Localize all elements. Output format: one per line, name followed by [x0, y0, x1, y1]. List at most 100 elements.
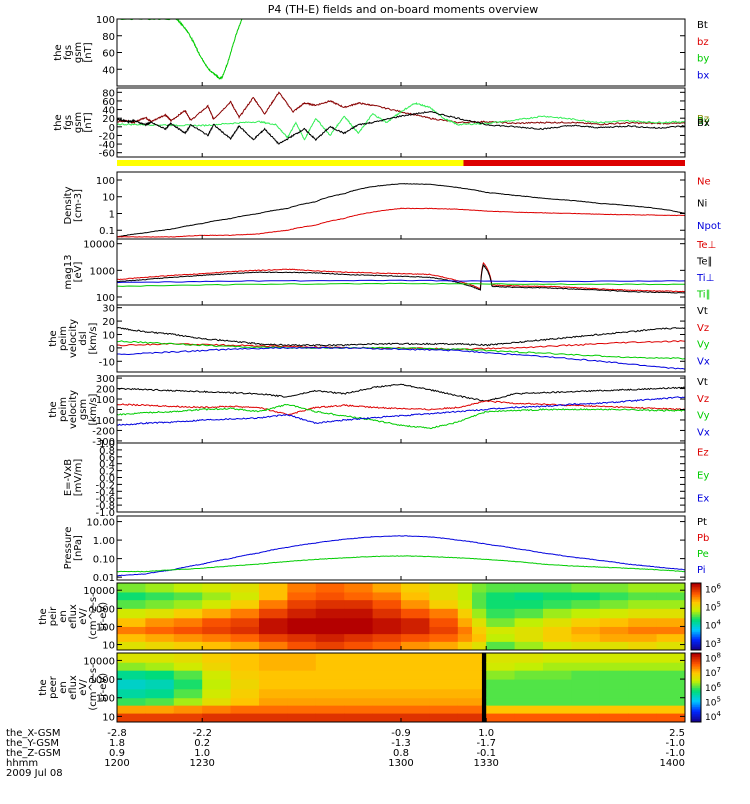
y-tick-label: 0.6: [99, 453, 115, 464]
y-tick-label: 1.0: [99, 439, 115, 450]
spectrogram-cell: [145, 670, 175, 680]
spectrogram-cell: [599, 697, 629, 706]
spectrogram-cell: [628, 608, 658, 619]
colorbar-step: [691, 677, 701, 680]
spectrogram-cell: [344, 653, 374, 663]
spectrogram-cell: [372, 705, 402, 714]
spectrogram-cell: [457, 591, 473, 601]
spectrogram-cell: [202, 608, 232, 619]
y-axis-label: eflux: [68, 675, 79, 700]
y-tick-label: 100: [96, 622, 115, 633]
spectrogram-cell: [656, 653, 685, 663]
legend-Ey: Ey: [697, 471, 709, 482]
colorbar-step: [691, 624, 701, 628]
spectrogram-cell: [429, 608, 459, 619]
spectrogram-cell: [344, 662, 374, 671]
spectrogram-cell: [230, 617, 260, 627]
spectrogram-cell: [472, 713, 483, 722]
spectrogram-cell: [145, 641, 175, 650]
spectrogram-cell: [543, 670, 572, 680]
colorbar-step: [691, 613, 701, 616]
spectrogram-cell: [372, 713, 402, 722]
legend-Ez: Ez: [697, 448, 709, 459]
footer-value: -1.0: [665, 738, 685, 749]
spectrogram-cell: [599, 583, 629, 593]
series-line-Te⊥: [117, 261, 685, 293]
y-axis-label: sr-eV): [98, 673, 109, 702]
spectrogram-cell: [486, 705, 516, 714]
spectrogram-cell: [457, 705, 473, 714]
y-tick-label: 100: [96, 395, 115, 406]
series-line-Vx: [117, 346, 685, 370]
spectrogram-cell: [173, 679, 203, 690]
spectrogram-cell: [543, 626, 572, 635]
spectrogram-cell: [145, 713, 175, 722]
spectrogram-cell: [543, 641, 572, 650]
colorbar-tick-label: 106: [705, 582, 721, 595]
spectrogram-cell: [514, 583, 544, 593]
spectrogram-cell: [571, 688, 601, 699]
spectrogram-cell: [230, 705, 260, 714]
spectrogram-cell: [472, 599, 487, 609]
colorbar-step: [691, 694, 701, 697]
spectrogram-cell: [457, 633, 473, 642]
spectrogram-cell: [315, 641, 345, 650]
spectrogram-cell: [599, 633, 629, 642]
spectrogram-cell: [344, 617, 374, 627]
y-tick-label: -100: [92, 416, 115, 427]
y-tick-label: 0: [109, 123, 115, 134]
y-tick-label: 300: [96, 374, 115, 385]
colorbar-step: [691, 704, 701, 707]
spectrogram-cell: [457, 688, 473, 699]
spectrogram-cell: [145, 599, 175, 609]
spectrogram-cell: [571, 679, 601, 690]
panel-1: 100 80 60 40 the fgs gsm [nT] Bt bz by bx: [53, 15, 709, 87]
spectrogram-cell: [202, 662, 232, 671]
colorbar-step: [691, 654, 701, 657]
spectrogram-cell: [344, 583, 374, 593]
legend-Vz: Vz: [697, 323, 709, 334]
spectrogram-cell: [401, 583, 430, 593]
y-axis-label: eV/: [78, 608, 89, 625]
y-tick-label: 0.0: [99, 474, 115, 485]
spectrogram-cell: [486, 599, 516, 609]
colorbar-step: [691, 593, 701, 596]
spectrogram-cell: [401, 617, 430, 627]
series-line-Ti∥: [117, 282, 685, 287]
y-tick-label: 0: [109, 344, 115, 355]
y-tick-label: 60: [102, 49, 115, 60]
y-tick-label: 10000: [83, 240, 115, 251]
spectrogram-cell: [117, 713, 146, 722]
spectrogram-cell: [486, 583, 516, 593]
y-tick-label: 20: [102, 114, 115, 125]
panel-frame: [116, 171, 686, 240]
spectrogram-cell: [259, 653, 288, 663]
spectrogram-cell: [145, 608, 175, 619]
series-line-Vz: [117, 400, 685, 416]
spectrogram-cell: [472, 679, 483, 690]
footer-value: -2.2: [192, 728, 212, 739]
y-tick-label: -60: [99, 149, 115, 160]
spectrogram-cell: [656, 608, 685, 619]
panel-8: 10.00 1.00 0.10 0.01 Pressure [nPa] Pt Pb Pe Pi: [63, 515, 709, 584]
spectrogram-cell: [372, 679, 402, 690]
spectrogram-cell: [230, 662, 260, 671]
colorbar-tick-label: 103: [705, 637, 721, 650]
spectrogram: [117, 583, 685, 650]
spectrogram-cell: [543, 705, 572, 714]
spectrogram-cell: [571, 599, 601, 609]
legend-Npot: Npot: [697, 221, 721, 232]
colorbar-step: [691, 692, 701, 695]
spectrogram-cell: [457, 583, 473, 593]
spectrogram-cell: [173, 662, 203, 671]
y-tick-label: -20: [99, 131, 115, 142]
colorbar-step: [691, 690, 701, 694]
legend-Pt: Pt: [697, 517, 707, 528]
spectrogram-cell: [599, 653, 629, 663]
spectrogram-cell: [543, 679, 572, 690]
y-tick-label: 0.01: [93, 573, 115, 584]
y-tick-label: 10: [102, 712, 115, 723]
spectrogram-cell: [287, 713, 317, 722]
